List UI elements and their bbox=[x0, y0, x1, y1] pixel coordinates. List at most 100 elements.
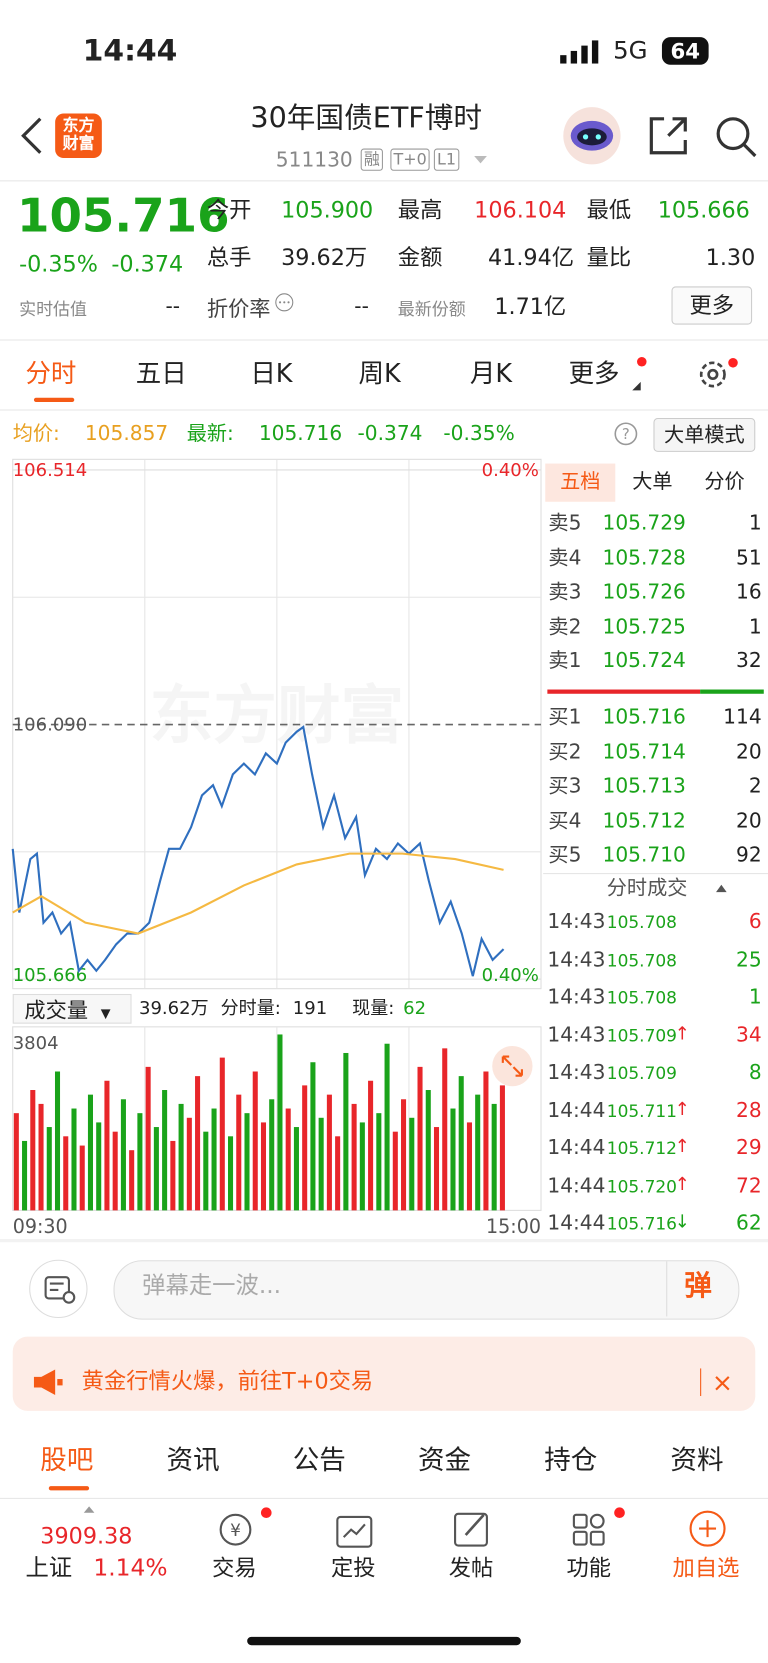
battery: 64 bbox=[661, 37, 709, 65]
section-tab[interactable]: 持仓 bbox=[544, 1444, 598, 1476]
book-tab[interactable]: 分价 bbox=[704, 469, 745, 494]
book-label: 卖5 bbox=[548, 511, 582, 535]
tab[interactable]: 日K bbox=[250, 358, 293, 389]
nav-item[interactable]: 交易 bbox=[212, 1555, 257, 1581]
volume-bar bbox=[186, 1117, 192, 1211]
book-price: 105.729 bbox=[602, 511, 686, 535]
nav-item[interactable]: 定投 bbox=[330, 1555, 376, 1581]
volume-bar bbox=[195, 1076, 201, 1211]
volume-bar bbox=[170, 1140, 176, 1211]
volume-bar bbox=[96, 1122, 102, 1211]
change: -0.374 bbox=[111, 251, 184, 277]
latest-pct: -0.35% bbox=[443, 422, 515, 446]
nav-item[interactable]: 加自选 bbox=[672, 1555, 740, 1581]
volume-bar bbox=[269, 1099, 275, 1211]
section-tab[interactable]: 资金 bbox=[417, 1444, 472, 1476]
trade-time: 14:44 bbox=[547, 1136, 606, 1160]
book-vol: 1 bbox=[748, 614, 762, 639]
book-label: 买5 bbox=[548, 843, 582, 867]
latest-label: 最新: bbox=[186, 422, 234, 446]
trade-arrow: ↓ bbox=[674, 1211, 690, 1233]
nav-item[interactable]: 发帖 bbox=[448, 1555, 494, 1581]
add-icon bbox=[689, 1510, 726, 1547]
tab-badge bbox=[632, 356, 647, 391]
back-button[interactable] bbox=[19, 117, 44, 155]
divider bbox=[700, 1368, 702, 1397]
book-label: 卖3 bbox=[548, 580, 582, 604]
danmaku-icon[interactable] bbox=[29, 1259, 88, 1319]
tab[interactable]: 五日 bbox=[135, 358, 187, 389]
title: 30年国债ETF博时 bbox=[250, 101, 483, 135]
bid-ask-bar bbox=[700, 689, 764, 694]
section-tab[interactable]: 资讯 bbox=[166, 1444, 220, 1476]
volume-bar bbox=[466, 1122, 472, 1211]
section-tab-active[interactable]: 股吧 bbox=[40, 1444, 94, 1476]
volume-bar bbox=[491, 1103, 497, 1211]
share-icon[interactable] bbox=[647, 115, 689, 157]
tab-underline bbox=[48, 1486, 90, 1491]
volume-selector[interactable]: 成交量 ▼ bbox=[12, 993, 132, 1024]
settings-icon[interactable] bbox=[696, 356, 741, 392]
book-tab[interactable]: 大单 bbox=[632, 469, 673, 494]
trade-price: 105.708 bbox=[606, 912, 677, 933]
dropdown-icon: ▼ bbox=[100, 1005, 111, 1021]
danmaku-button[interactable]: 弹 bbox=[684, 1270, 712, 1303]
book-price: 105.710 bbox=[602, 843, 686, 867]
expand-icon[interactable] bbox=[491, 1045, 533, 1087]
section-tab[interactable]: 公告 bbox=[292, 1444, 346, 1476]
tab-underline bbox=[33, 397, 75, 403]
book-label: 卖4 bbox=[548, 545, 582, 570]
book-tab-active[interactable]: 五档 bbox=[560, 469, 601, 494]
info-icon[interactable] bbox=[274, 292, 295, 313]
volume-bar bbox=[318, 1117, 324, 1211]
dropdown-icon[interactable] bbox=[473, 155, 488, 166]
book-price: 105.725 bbox=[602, 614, 686, 639]
tab[interactable]: 月K bbox=[469, 358, 513, 389]
book-price: 105.713 bbox=[602, 774, 686, 798]
help-icon[interactable]: ? bbox=[613, 421, 638, 446]
more-button[interactable]: 更多 bbox=[671, 286, 753, 325]
trade-time: 14:43 bbox=[547, 985, 606, 1009]
banner[interactable] bbox=[12, 1336, 756, 1411]
y-tick-label: 106.514 bbox=[13, 460, 88, 481]
section-tab[interactable]: 资料 bbox=[670, 1444, 724, 1476]
index-value[interactable]: 3909.38 bbox=[40, 1523, 133, 1549]
up-icon bbox=[83, 1506, 95, 1513]
divider bbox=[0, 409, 768, 411]
price: 105.716 bbox=[16, 188, 230, 243]
avg-label: 均价: bbox=[12, 422, 60, 446]
trade-arrow: ↑ bbox=[674, 1136, 690, 1158]
trade-price: 105.712 bbox=[606, 1138, 677, 1159]
current-value: 62 bbox=[403, 998, 427, 1020]
volume-bar bbox=[38, 1103, 44, 1211]
collapse-icon[interactable] bbox=[715, 883, 728, 894]
assistant-avatar[interactable] bbox=[562, 106, 621, 165]
volume-bar bbox=[384, 1043, 390, 1211]
trade-time: 14:44 bbox=[547, 1098, 606, 1122]
comment-input[interactable] bbox=[113, 1260, 740, 1320]
book-price: 105.716 bbox=[602, 705, 686, 729]
y-tick-label: 3804 bbox=[13, 1033, 59, 1054]
volume-bar bbox=[475, 1094, 481, 1211]
field-label: 今开 bbox=[206, 197, 252, 223]
trade-price: 105.709 bbox=[606, 1062, 677, 1084]
search-icon[interactable] bbox=[714, 115, 759, 160]
book-vol: 2 bbox=[748, 774, 762, 798]
book-price: 105.726 bbox=[602, 580, 686, 604]
trade-arrow: ↑ bbox=[674, 1173, 690, 1195]
signal-icon bbox=[560, 40, 599, 64]
nav-item[interactable]: 功能 bbox=[566, 1555, 612, 1581]
volume-bar bbox=[450, 1108, 456, 1211]
tab-active[interactable]: 分时 bbox=[25, 358, 77, 389]
function-icon bbox=[572, 1507, 625, 1546]
mode-button[interactable]: 大单模式 bbox=[653, 417, 756, 452]
close-icon[interactable] bbox=[714, 1375, 731, 1392]
volume-bar bbox=[129, 1150, 135, 1211]
volume-bar bbox=[335, 1136, 341, 1211]
invest-icon bbox=[336, 1515, 373, 1548]
trade-arrow: ↑ bbox=[674, 1023, 690, 1045]
tab[interactable]: 更多 bbox=[568, 358, 620, 389]
price-line bbox=[12, 852, 504, 935]
tab[interactable]: 周K bbox=[358, 358, 401, 389]
